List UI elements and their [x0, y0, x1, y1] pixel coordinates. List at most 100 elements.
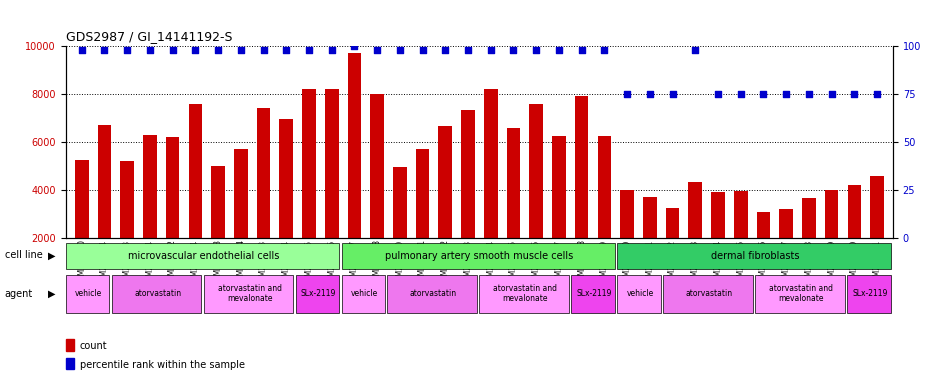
- Bar: [779, 209, 793, 286]
- Text: microvascular endothelial cells: microvascular endothelial cells: [128, 251, 279, 262]
- FancyBboxPatch shape: [479, 275, 569, 313]
- FancyBboxPatch shape: [341, 243, 615, 269]
- FancyBboxPatch shape: [66, 243, 339, 269]
- Bar: [552, 136, 566, 286]
- Point: [733, 91, 748, 97]
- Bar: [189, 104, 202, 286]
- Text: atorvastatin and
mevalonate: atorvastatin and mevalonate: [769, 284, 833, 303]
- Point: [665, 91, 680, 97]
- Text: atorvastatin: atorvastatin: [685, 289, 733, 298]
- Bar: [325, 89, 338, 286]
- Point: [97, 47, 112, 53]
- FancyBboxPatch shape: [755, 275, 845, 313]
- FancyBboxPatch shape: [572, 275, 615, 313]
- Text: GDS2987 / GI_14141192-S: GDS2987 / GI_14141192-S: [66, 30, 232, 43]
- Text: dermal fibroblasts: dermal fibroblasts: [711, 251, 799, 262]
- Bar: [302, 89, 316, 286]
- FancyBboxPatch shape: [295, 275, 339, 313]
- Bar: [370, 94, 384, 286]
- Point: [870, 91, 885, 97]
- Point: [461, 47, 476, 53]
- Point: [74, 47, 89, 53]
- Bar: [279, 119, 293, 286]
- Point: [279, 47, 294, 53]
- Point: [528, 47, 543, 53]
- Text: atorvastatin and
mevalonate: atorvastatin and mevalonate: [494, 284, 557, 303]
- Text: atorvastatin and
mevalonate: atorvastatin and mevalonate: [218, 284, 282, 303]
- Bar: [507, 127, 521, 286]
- Point: [438, 47, 453, 53]
- Bar: [120, 161, 134, 286]
- Text: vehicle: vehicle: [351, 289, 378, 298]
- Bar: [98, 125, 111, 286]
- Text: pulmonary artery smooth muscle cells: pulmonary artery smooth muscle cells: [385, 251, 573, 262]
- Text: ▶: ▶: [48, 289, 55, 299]
- Point: [302, 47, 317, 53]
- Point: [324, 47, 339, 53]
- Text: cell line: cell line: [5, 250, 42, 260]
- Point: [256, 47, 271, 53]
- Text: ▶: ▶: [48, 250, 55, 260]
- Text: atorvastatin: atorvastatin: [134, 289, 181, 298]
- Bar: [734, 191, 747, 286]
- Point: [165, 47, 180, 53]
- Bar: [462, 110, 475, 286]
- Bar: [802, 199, 816, 286]
- Point: [506, 47, 521, 53]
- Point: [142, 47, 157, 53]
- FancyBboxPatch shape: [112, 275, 201, 313]
- Bar: [348, 53, 361, 286]
- Bar: [393, 167, 407, 286]
- Bar: [643, 197, 657, 286]
- Bar: [234, 149, 247, 286]
- Text: count: count: [80, 341, 107, 351]
- Point: [847, 91, 862, 97]
- FancyBboxPatch shape: [66, 275, 109, 313]
- FancyBboxPatch shape: [204, 275, 293, 313]
- Point: [415, 47, 431, 53]
- Point: [392, 47, 407, 53]
- Bar: [575, 96, 588, 286]
- Point: [211, 47, 226, 53]
- Bar: [598, 136, 611, 286]
- Bar: [484, 89, 497, 286]
- Point: [778, 91, 793, 97]
- Point: [711, 91, 726, 97]
- Point: [642, 91, 657, 97]
- Text: SLx-2119: SLx-2119: [576, 289, 612, 298]
- Point: [552, 47, 567, 53]
- Text: percentile rank within the sample: percentile rank within the sample: [80, 360, 245, 370]
- Point: [119, 47, 134, 53]
- Text: vehicle: vehicle: [75, 289, 102, 298]
- FancyBboxPatch shape: [618, 243, 891, 269]
- Point: [824, 91, 839, 97]
- FancyBboxPatch shape: [387, 275, 478, 313]
- Text: atorvastatin: atorvastatin: [410, 289, 457, 298]
- Point: [347, 43, 362, 49]
- Bar: [66, 339, 74, 351]
- Bar: [438, 126, 452, 286]
- Point: [483, 47, 498, 53]
- Bar: [529, 104, 543, 286]
- FancyBboxPatch shape: [847, 275, 891, 313]
- FancyBboxPatch shape: [618, 275, 661, 313]
- Bar: [848, 185, 861, 286]
- Bar: [212, 166, 225, 286]
- Bar: [688, 182, 702, 286]
- Text: agent: agent: [5, 289, 33, 299]
- Point: [802, 91, 817, 97]
- Bar: [75, 160, 88, 286]
- Bar: [165, 137, 180, 286]
- Text: SLx-2119: SLx-2119: [301, 289, 337, 298]
- Bar: [257, 109, 271, 286]
- Bar: [666, 208, 680, 286]
- Bar: [620, 190, 634, 286]
- Bar: [824, 190, 838, 286]
- Bar: [66, 358, 74, 369]
- Point: [233, 47, 248, 53]
- Text: vehicle: vehicle: [627, 289, 654, 298]
- FancyBboxPatch shape: [664, 275, 753, 313]
- Bar: [757, 212, 770, 286]
- Text: SLx-2119: SLx-2119: [853, 289, 887, 298]
- FancyBboxPatch shape: [341, 275, 385, 313]
